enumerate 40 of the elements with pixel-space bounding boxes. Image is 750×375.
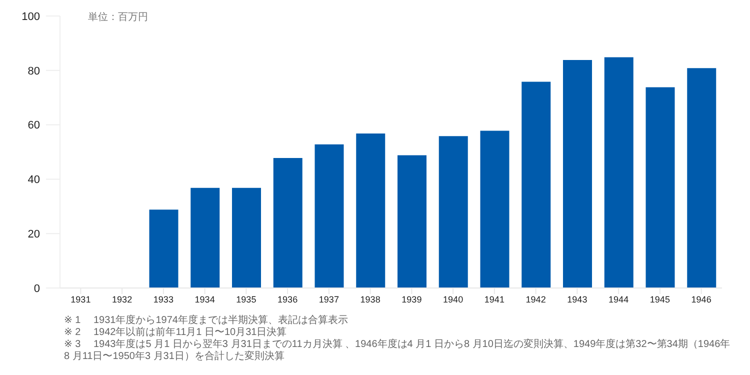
text: ※ 3 1943年度は5 月1 日から翌年3 月31日までの11カ月決算 、1946年度は4 月1 日から8 月10日迄の変則決算、1949年度は第32〜第34期（1946年8 月11日〜1950年3 月31日）を合計した変則決算 [64,339,732,363]
bar [396,154,428,288]
bar [355,132,386,288]
x-tick-label: 1933 [153,294,174,304]
x-tick-label: 1938 [360,294,380,304]
x-tick-label: 1935 [236,294,256,304]
x-tick-label: 1934 [194,294,215,304]
x-tick-label: 1932 [112,294,132,304]
bar [520,80,552,288]
x-tick-label: 1942 [526,294,546,304]
bar [231,186,262,288]
x-tick-label: 1936 [278,294,298,304]
y-tick-label: 100 [22,10,40,23]
x-tick-label: 1939 [402,294,422,304]
bar [272,156,304,288]
x-tick-label: 1944 [608,294,629,304]
x-tick-label: 1940 [443,294,464,304]
bar [314,143,345,288]
x-tick-label: 1931 [70,294,91,304]
x-tick-label: 1946 [691,294,712,304]
bar [190,186,221,288]
bar [479,130,510,288]
bar [686,67,718,288]
y-tick-label: 40 [28,174,40,186]
bar [562,59,593,288]
y-tick-label: 80 [28,65,40,78]
bar [603,56,634,288]
y-axis-title: 単位：百万円 [88,11,148,24]
x-tick-label: 1937 [318,294,339,304]
text: ※ 1 1931年度から1974年度までは半期決算、表記は合算表示 [64,315,349,326]
bar [644,86,676,288]
x-tick-label: 1941 [484,294,504,304]
y-tick-label: 60 [28,120,40,132]
bar [438,135,469,288]
y-tick-label: 20 [28,228,40,241]
bar [148,208,180,288]
x-tick-label: 1945 [650,294,670,304]
y-tick-label: 0 [34,282,40,295]
x-tick-label: 1943 [567,294,588,304]
text: ※ 2 1942年以前は前年11月1 日〜10月31日決算 [64,327,288,338]
